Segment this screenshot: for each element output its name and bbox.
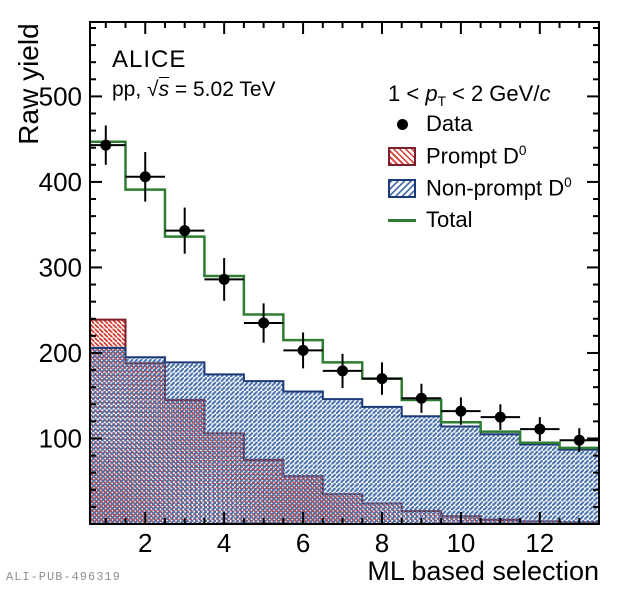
energy-suffix: = 5.02 TeV	[169, 78, 276, 101]
data-marker-icon	[388, 115, 416, 134]
nonprompt-histogram	[90, 346, 599, 524]
y-tick-label: 500	[39, 81, 82, 111]
axis-ticks	[90, 22, 599, 524]
y-tick-label: 200	[39, 338, 82, 368]
legend-label-prompt: Prompt D0	[426, 142, 527, 169]
x-axis-title: ML based selection	[367, 556, 599, 586]
collision-prefix: pp,	[112, 78, 148, 101]
sqrt-arg: s	[158, 77, 170, 101]
annotation-c: c	[539, 81, 551, 106]
legend-label-total: Total	[426, 207, 473, 232]
x-tick-label: 12	[525, 528, 554, 558]
x-tick-label: 2	[138, 528, 152, 558]
axis-tick-labels: 2 4 6 8 10 12 100 200 300 400 500	[39, 81, 555, 558]
sqrt-symbol: √	[147, 78, 159, 101]
y-tick-label: 400	[39, 167, 82, 197]
frame-border	[89, 21, 600, 525]
total-line-icon	[388, 211, 416, 230]
collision-system-label: pp, √s = 5.02 TeV	[112, 77, 276, 102]
legend-label-nonprompt: Non-prompt D0	[426, 174, 572, 201]
nonprompt-hatch-icon	[388, 178, 416, 198]
pt-range-annotation: 1 < pT < 2 GeV/c	[388, 81, 572, 109]
annotation-sub-T: T	[437, 93, 446, 109]
legend: 1 < pT < 2 GeV/c Data Prompt D0 Non-prom…	[388, 82, 572, 236]
y-tick-label: 100	[39, 423, 82, 453]
legend-entry-nonprompt: Non-prompt D0	[388, 172, 572, 204]
y-axis-title: Raw yield	[13, 23, 44, 145]
data-points-series	[90, 125, 599, 453]
legend-entry-prompt: Prompt D0	[388, 140, 572, 172]
legend-entry-data: Data	[388, 108, 572, 140]
legend-label-data: Data	[426, 111, 473, 136]
y-tick-label: 300	[39, 252, 82, 282]
legend-entry-total: Total	[388, 204, 572, 236]
annotation-pre: 1 <	[388, 81, 426, 106]
watermark: ALI-PUB-496319	[6, 570, 121, 584]
experiment-label: ALICE	[112, 46, 187, 73]
annotation-mid: < 2 GeV/	[445, 81, 540, 106]
x-tick-label: 6	[296, 528, 310, 558]
annotation-p: p	[425, 81, 438, 106]
x-tick-label: 4	[217, 528, 231, 558]
prompt-hatch-icon	[388, 146, 416, 166]
x-tick-label: 8	[375, 528, 389, 558]
x-tick-label: 10	[446, 528, 475, 558]
